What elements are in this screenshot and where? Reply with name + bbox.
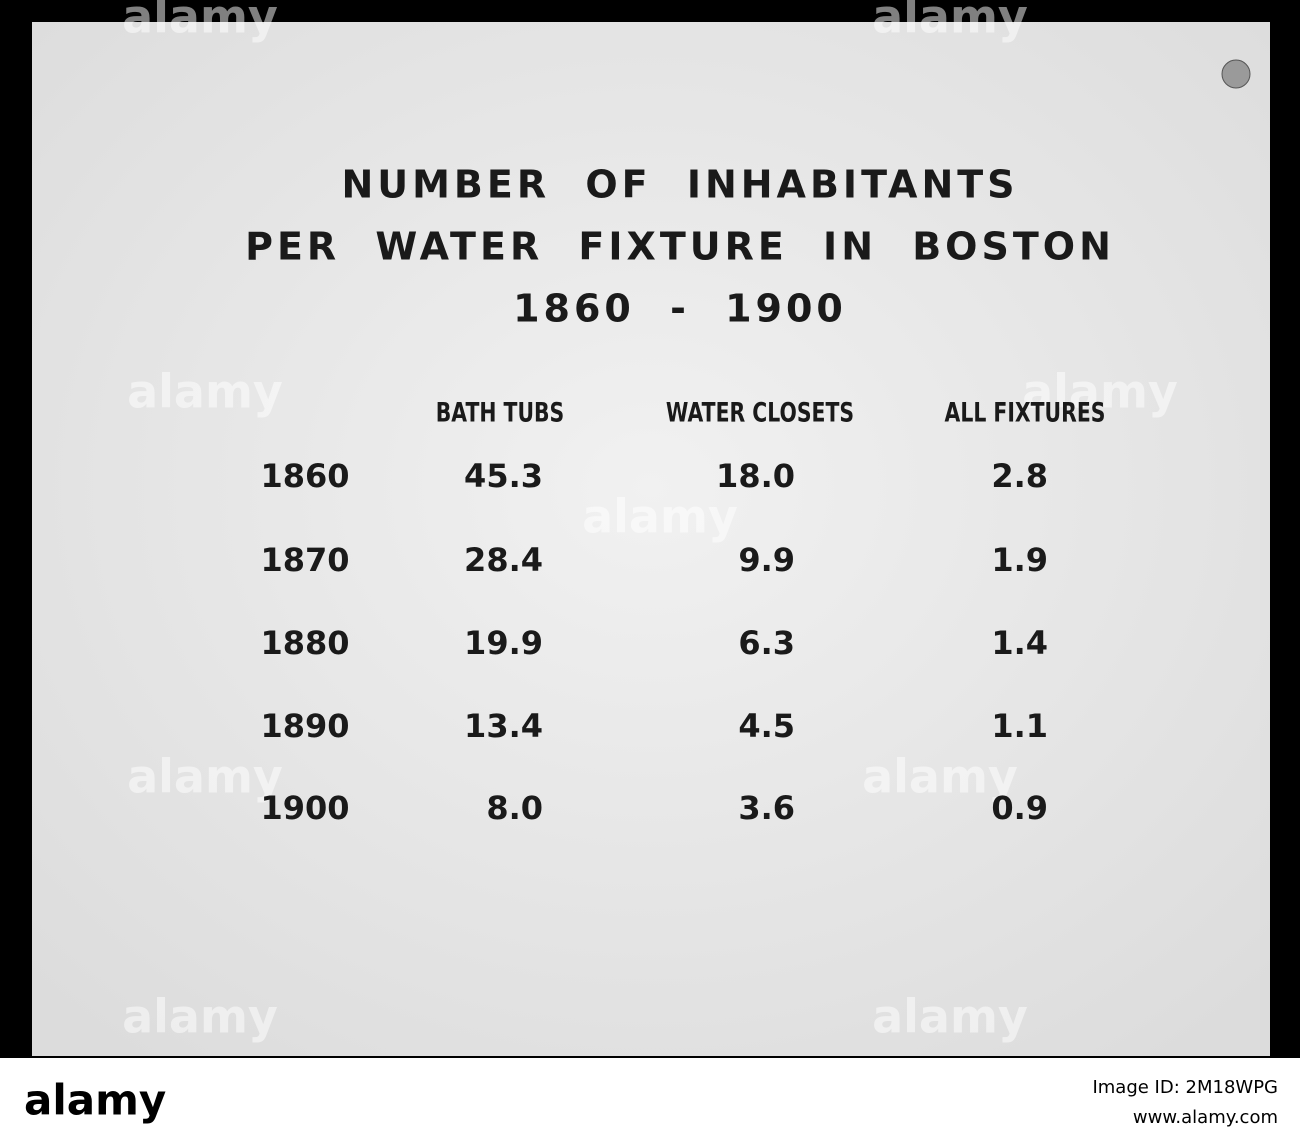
table-cell: 4.5 [738, 707, 795, 745]
watermark: alamy [122, 990, 278, 1044]
watermark: alamy [582, 490, 738, 544]
column-header: ALL FIXTURES [945, 397, 1106, 428]
table-cell: 9.9 [738, 541, 795, 579]
table-cell: 6.3 [738, 624, 795, 662]
title-line: 1860 - 1900 [513, 287, 847, 331]
board [32, 22, 1270, 1056]
table-cell: 19.9 [464, 624, 543, 662]
table-cell: 28.4 [464, 541, 543, 579]
pin [1221, 59, 1251, 89]
title-line: NUMBER OF INHABITANTS [341, 163, 1018, 207]
table-cell: 3.6 [738, 789, 795, 827]
row-year: 1890 [260, 707, 349, 745]
table-cell: 1.9 [991, 541, 1048, 579]
table-cell: 45.3 [464, 457, 543, 495]
row-year: 1860 [260, 457, 349, 495]
footer-bar [0, 1058, 1300, 1144]
footer-logo: alamy [24, 1076, 166, 1125]
table-cell: 18.0 [716, 457, 795, 495]
watermark: alamy [862, 750, 1018, 804]
watermark: alamy [122, 0, 278, 44]
footer-url: www.alamy.com [1133, 1107, 1278, 1128]
column-header: WATER CLOSETS [666, 397, 854, 428]
watermark: alamy [1022, 365, 1178, 419]
table-cell: 8.0 [486, 789, 543, 827]
row-year: 1900 [260, 789, 349, 827]
image-id: Image ID: 2M18WPG [1092, 1077, 1278, 1098]
watermark: alamy [872, 990, 1028, 1044]
table-cell: 0.9 [991, 789, 1048, 827]
watermark: alamy [127, 365, 283, 419]
watermark: alamy [127, 750, 283, 804]
table-cell: 1.4 [991, 624, 1048, 662]
table-cell: 13.4 [464, 707, 543, 745]
column-header: BATH TUBS [436, 397, 565, 428]
row-year: 1870 [260, 541, 349, 579]
watermark: alamy [872, 0, 1028, 44]
table-cell: 2.8 [991, 457, 1048, 495]
title-line: PER WATER FIXTURE IN BOSTON [245, 225, 1115, 269]
table-cell: 1.1 [991, 707, 1048, 745]
row-year: 1880 [260, 624, 349, 662]
